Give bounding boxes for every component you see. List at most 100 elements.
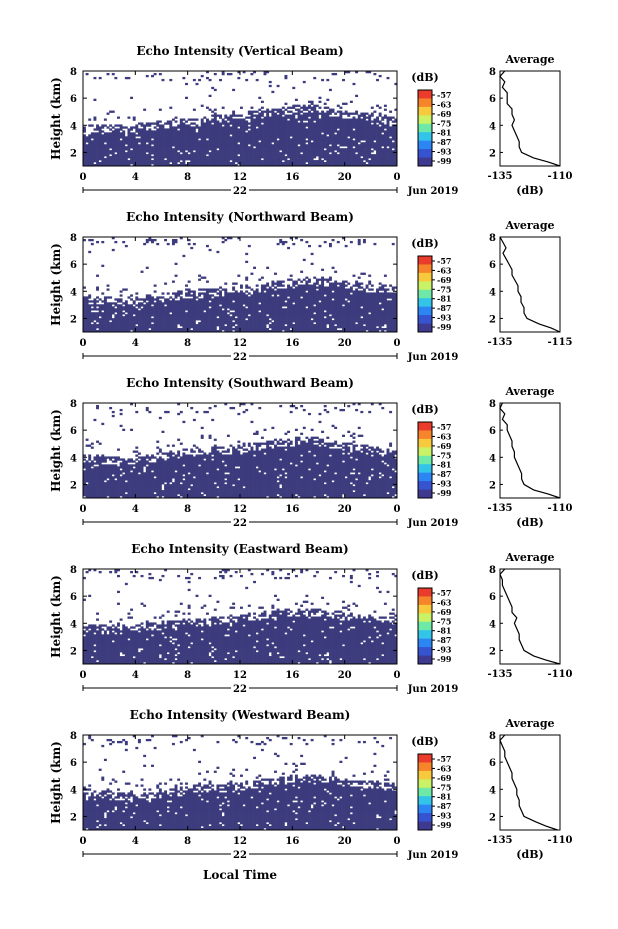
heatmap-cell — [161, 144, 165, 147]
heatmap-cell — [263, 148, 267, 151]
heatmap-cell — [221, 164, 225, 167]
heatmap-cell — [132, 126, 136, 129]
heatmap-cell — [336, 330, 340, 333]
heatmap-cell — [315, 136, 319, 139]
heatmap-cell — [148, 162, 152, 165]
heatmap-cell — [190, 330, 194, 333]
heatmap-cell — [302, 284, 306, 287]
heatmap-cell — [302, 134, 306, 137]
heatmap-cell — [276, 324, 280, 327]
heatmap-cell — [349, 132, 353, 135]
heatmap-cell — [310, 306, 314, 309]
heatmap-cell — [85, 152, 89, 155]
heatmap-cell — [221, 322, 225, 325]
heatmap-cell — [362, 124, 366, 127]
heatmap-cell — [313, 104, 317, 107]
heatmap-cell — [119, 298, 123, 301]
heatmap-cell — [321, 146, 325, 149]
heatmap-cell — [166, 306, 170, 309]
heatmap-cell — [119, 156, 123, 159]
heatmap-cell — [224, 304, 228, 307]
heatmap-cell — [289, 152, 293, 155]
heatmap-cell — [373, 136, 377, 139]
heatmap-cell — [192, 298, 196, 301]
heatmap-cell — [151, 320, 154, 323]
heatmap-cell — [158, 330, 162, 333]
heatmap-cell — [119, 306, 123, 309]
heatmap-cell — [263, 140, 267, 143]
heatmap-cell — [302, 322, 306, 325]
heatmap-cell — [124, 140, 128, 143]
heatmap-cell — [177, 308, 181, 311]
heatmap-cell — [101, 306, 105, 309]
heatmap-cell — [318, 306, 322, 309]
heatmap-cell — [219, 308, 222, 311]
heatmap-cell — [190, 158, 194, 161]
heatmap-cell — [305, 300, 309, 303]
heatmap-cell — [389, 118, 393, 121]
heatmap-cell — [164, 306, 168, 309]
heatmap-cell — [268, 144, 272, 147]
heatmap-cell — [119, 290, 123, 293]
heatmap-cell — [221, 240, 225, 244]
heatmap-cell — [111, 134, 115, 137]
heatmap-cell — [370, 134, 374, 137]
heatmap-cell — [156, 306, 160, 309]
heatmap-cell — [292, 312, 296, 315]
heatmap-cell — [292, 290, 296, 293]
heatmap-cell — [297, 314, 301, 317]
heatmap-cell — [219, 294, 222, 297]
heatmap-cell — [101, 144, 105, 147]
heatmap-cell — [216, 250, 220, 254]
heatmap-cell — [300, 328, 304, 331]
heatmap-cell — [281, 156, 285, 159]
heatmap-cell — [263, 162, 267, 165]
heatmap-cell — [109, 164, 113, 167]
heatmap-cell — [185, 134, 188, 137]
heatmap-cell — [378, 134, 382, 137]
heatmap-cell — [255, 304, 259, 307]
heatmap-cell — [302, 314, 306, 317]
heatmap-cell — [378, 156, 382, 159]
heatmap-cell — [234, 132, 238, 135]
heatmap-cell — [237, 312, 241, 315]
heatmap-cell — [106, 302, 110, 305]
heatmap-cell — [310, 328, 314, 331]
heatmap-cell — [302, 150, 306, 153]
heatmap-cell — [148, 298, 152, 301]
heatmap-cell — [258, 134, 262, 137]
heatmap-cell — [287, 126, 291, 129]
heatmap-cell — [98, 130, 102, 133]
heatmap-cell — [344, 152, 348, 155]
heatmap-cell — [297, 152, 301, 155]
heatmap-cell — [96, 274, 99, 277]
heatmap-cell — [323, 116, 327, 119]
heatmap-cell — [153, 164, 157, 167]
heatmap-cell — [106, 112, 110, 115]
heatmap-cell — [342, 302, 345, 305]
heatmap-cell — [289, 308, 293, 311]
heatmap-cell — [132, 328, 136, 331]
heatmap-cell — [198, 274, 202, 277]
heatmap-cell — [208, 126, 212, 129]
heatmap-cell — [232, 140, 236, 143]
heatmap-cell — [266, 71, 270, 74]
heatmap-cell — [258, 318, 262, 321]
heatmap-cell — [96, 156, 99, 159]
heatmap-cell — [117, 124, 120, 127]
heatmap-cell — [315, 330, 319, 333]
heatmap-cell — [281, 288, 285, 291]
heatmap-cell — [315, 324, 319, 327]
heatmap-cell — [185, 328, 188, 331]
heatmap-cell — [211, 294, 215, 297]
heatmap-cell — [177, 160, 181, 163]
heatmap-cell — [93, 324, 97, 327]
heatmap-cell — [135, 160, 139, 163]
heatmap-cell — [300, 136, 304, 139]
heatmap-cell — [342, 324, 345, 327]
heatmap-cell — [250, 304, 254, 307]
heatmap-cell — [271, 298, 275, 301]
heatmap-cell — [342, 152, 345, 155]
heatmap-cell — [339, 302, 343, 305]
heatmap-cell — [169, 138, 173, 141]
